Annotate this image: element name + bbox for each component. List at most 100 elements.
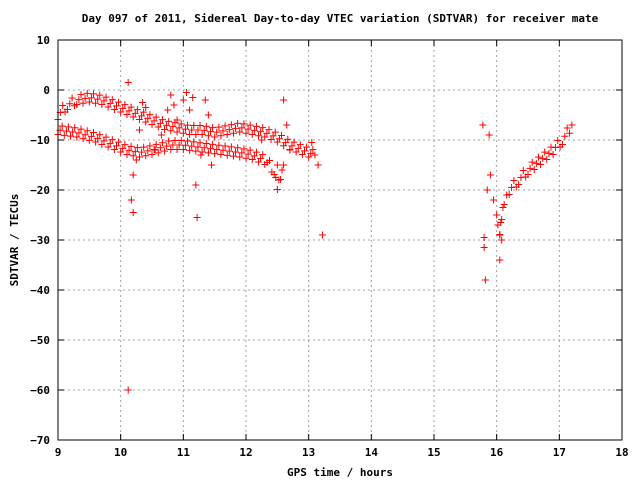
data-point bbox=[537, 161, 545, 168]
data-point bbox=[98, 101, 106, 108]
data-point bbox=[229, 129, 237, 137]
data-point bbox=[102, 93, 110, 101]
data-point bbox=[286, 146, 294, 154]
data-point bbox=[265, 126, 273, 134]
x-tick-label: 17 bbox=[553, 446, 566, 459]
data-point bbox=[225, 126, 233, 134]
data-point bbox=[152, 113, 160, 121]
data-point bbox=[213, 145, 221, 153]
x-tick-label: 10 bbox=[114, 446, 127, 459]
data-point bbox=[69, 128, 77, 136]
data-point bbox=[229, 152, 237, 160]
data-point bbox=[148, 151, 156, 158]
data-point bbox=[528, 158, 536, 166]
data-point bbox=[67, 132, 75, 140]
data-point bbox=[63, 106, 71, 113]
data-point bbox=[261, 133, 269, 141]
data-point bbox=[242, 154, 250, 162]
data-point bbox=[125, 146, 133, 154]
data-point bbox=[161, 126, 169, 133]
x-tick-label: 12 bbox=[239, 446, 252, 459]
y-tick-label: −20 bbox=[30, 184, 50, 197]
data-point bbox=[83, 127, 91, 135]
data-point bbox=[238, 149, 246, 157]
data-point bbox=[77, 91, 85, 99]
data-point bbox=[115, 98, 123, 106]
data-point bbox=[140, 108, 148, 116]
data-point bbox=[58, 122, 66, 130]
data-point bbox=[269, 132, 277, 140]
data-point bbox=[81, 94, 89, 102]
data-point bbox=[165, 117, 173, 125]
data-point bbox=[152, 140, 160, 148]
data-point bbox=[298, 151, 306, 158]
data-point bbox=[206, 145, 214, 153]
data-point bbox=[171, 137, 179, 144]
data-point bbox=[117, 148, 125, 156]
data-point bbox=[227, 121, 235, 129]
y-tick-label: −30 bbox=[30, 234, 50, 247]
data-point bbox=[259, 151, 267, 159]
data-point bbox=[296, 141, 304, 149]
data-point bbox=[192, 147, 200, 155]
data-point bbox=[96, 131, 104, 139]
data-point bbox=[510, 177, 518, 184]
data-point bbox=[138, 112, 146, 120]
data-point bbox=[119, 104, 127, 112]
data-point bbox=[158, 139, 166, 147]
data-point bbox=[273, 161, 281, 169]
data-point bbox=[144, 147, 152, 155]
data-point bbox=[100, 137, 108, 145]
data-point bbox=[566, 129, 574, 137]
y-tick-label: −10 bbox=[30, 134, 50, 147]
x-tick-label: 9 bbox=[55, 446, 62, 459]
data-point bbox=[543, 156, 551, 163]
data-point bbox=[519, 167, 527, 174]
data-point bbox=[77, 125, 85, 133]
data-point bbox=[252, 148, 260, 156]
data-point bbox=[202, 140, 210, 148]
data-point bbox=[278, 132, 286, 139]
data-point bbox=[238, 124, 246, 132]
data-point bbox=[90, 128, 98, 136]
data-point bbox=[490, 196, 498, 204]
data-point bbox=[142, 104, 150, 111]
data-point bbox=[234, 144, 242, 152]
data-point bbox=[524, 171, 532, 178]
data-point bbox=[158, 116, 166, 124]
data-point bbox=[181, 141, 189, 149]
data-point bbox=[219, 146, 227, 154]
data-point bbox=[202, 122, 210, 130]
data-point bbox=[79, 135, 87, 143]
data-point bbox=[250, 152, 258, 160]
data-point bbox=[255, 132, 263, 140]
data-point bbox=[102, 133, 110, 141]
data-point bbox=[204, 132, 212, 140]
y-tick-label: −70 bbox=[30, 434, 50, 447]
data-point bbox=[94, 95, 102, 103]
data-point bbox=[209, 140, 217, 148]
data-point bbox=[182, 89, 190, 96]
data-point bbox=[112, 142, 120, 150]
data-point bbox=[303, 143, 311, 151]
data-point bbox=[526, 164, 534, 172]
data-point bbox=[284, 135, 292, 143]
data-point bbox=[177, 120, 185, 128]
data-point bbox=[123, 151, 131, 158]
data-point bbox=[221, 122, 229, 130]
data-point bbox=[66, 100, 74, 108]
data-point bbox=[157, 131, 165, 139]
data-point bbox=[150, 117, 158, 125]
data-point bbox=[561, 132, 569, 140]
data-point bbox=[267, 136, 275, 143]
data-point bbox=[173, 116, 181, 124]
data-point bbox=[188, 126, 196, 134]
data-point bbox=[200, 126, 208, 134]
data-point bbox=[240, 145, 248, 153]
data-point bbox=[92, 99, 100, 107]
chart-title: Day 097 of 2011, Sidereal Day-to-day VTE… bbox=[82, 12, 599, 25]
data-point bbox=[110, 106, 118, 113]
data-point bbox=[242, 129, 250, 137]
data-point bbox=[186, 106, 194, 114]
data-point bbox=[132, 156, 140, 164]
